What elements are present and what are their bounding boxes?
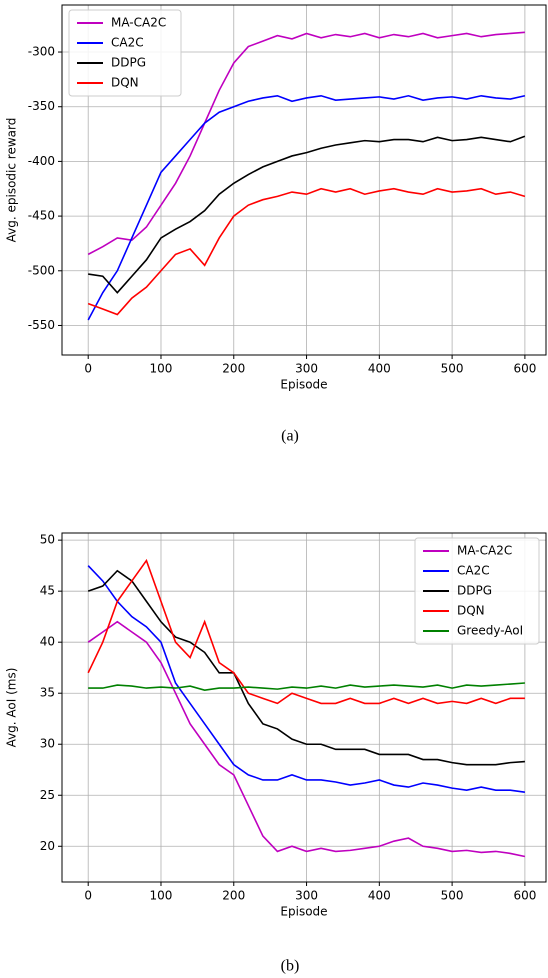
- x-tick-label: 0: [84, 362, 92, 376]
- y-tick-label: 25: [40, 788, 55, 802]
- y-tick-label: -400: [28, 154, 55, 168]
- y-tick-label: 45: [40, 584, 55, 598]
- y-tick-label: 50: [40, 533, 55, 547]
- legend-label: CA2C: [457, 564, 490, 578]
- panel: 0 100 200 300 400 500 600 20 25 30 35 40 45 50 Episode…: [5, 532, 547, 975]
- x-tick-label: 300: [295, 362, 318, 376]
- legend-label: MA-CA2C: [111, 16, 166, 30]
- caption: (b): [281, 958, 300, 975]
- legend-box: [68, 9, 182, 97]
- x-tick-label: 600: [513, 362, 536, 376]
- x-tick-label: 200: [222, 889, 245, 903]
- y-tick-label: 35: [40, 686, 55, 700]
- y-tick-label: 20: [40, 839, 55, 853]
- x-axis-label: Episode: [280, 378, 327, 392]
- series-line: [87, 31, 525, 256]
- x-tick-label: 100: [150, 889, 173, 903]
- series-line: [87, 558, 525, 705]
- y-tick-label: -300: [28, 45, 55, 59]
- legend-label: Greedy-AoI: [457, 624, 523, 638]
- x-tick-label: 0: [84, 889, 92, 903]
- legend-box: [414, 537, 540, 645]
- series-line: [87, 620, 526, 858]
- series-line: [87, 94, 526, 321]
- y-tick-label: -500: [28, 263, 55, 277]
- y-axis-label: Avg. AoI (ms): [5, 668, 19, 748]
- plot-frame: [61, 532, 547, 883]
- series-line: [87, 569, 525, 766]
- y-tick-label: 30: [40, 737, 55, 751]
- y-tick-label: -550: [28, 318, 55, 332]
- legend-label: CA2C: [111, 36, 144, 50]
- legend-label: DDPG: [457, 584, 492, 598]
- x-tick-label: 400: [368, 362, 391, 376]
- y-tick-label: 40: [40, 635, 55, 649]
- series-line: [87, 565, 526, 793]
- plot-frame: [61, 4, 547, 356]
- caption: (a): [281, 428, 299, 445]
- legend-label: DQN: [457, 604, 485, 618]
- x-axis-label: Episode: [280, 905, 327, 919]
- x-tick-label: 400: [368, 889, 391, 903]
- y-tick-label: -350: [28, 99, 55, 113]
- series-line: [88, 135, 526, 294]
- x-tick-label: 500: [441, 889, 464, 903]
- series-line: [87, 187, 526, 316]
- x-tick-label: 500: [441, 362, 464, 376]
- legend-label: DQN: [111, 76, 139, 90]
- y-axis-label: Avg. episodic reward: [5, 118, 19, 243]
- x-tick-label: 100: [150, 362, 173, 376]
- x-tick-label: 200: [222, 362, 245, 376]
- series-line: [88, 682, 525, 691]
- y-tick-label: -450: [28, 209, 55, 223]
- x-tick-label: 300: [295, 889, 318, 903]
- panel: 0 100 200 300 400 500 600 -550 -500 -450 -400 -350 -…: [5, 4, 547, 445]
- x-tick-label: 600: [513, 889, 536, 903]
- legend-label: MA-CA2C: [457, 544, 512, 558]
- legend-label: DDPG: [111, 56, 146, 70]
